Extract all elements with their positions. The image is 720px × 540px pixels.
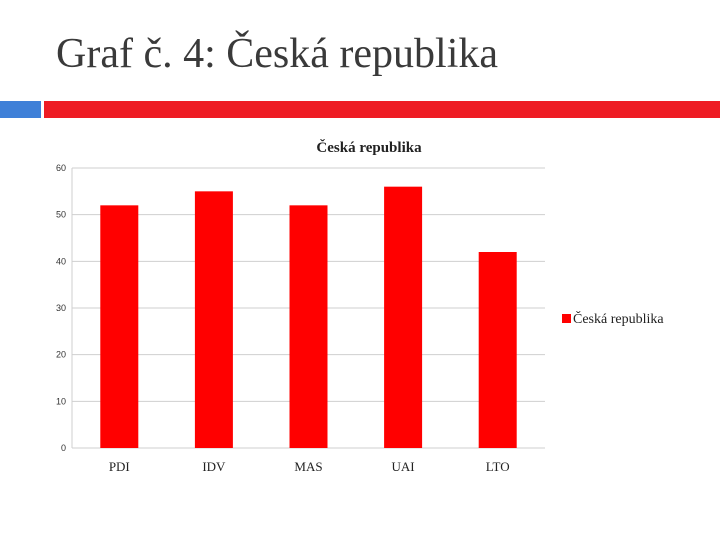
x-tick-label: IDV [202, 459, 226, 474]
accent-bar-red [44, 101, 720, 118]
slide-title: Graf č. 4: Česká republika [56, 31, 499, 77]
legend-label: Česká republika [573, 310, 664, 327]
y-tick-label: 20 [56, 350, 66, 360]
x-tick-label: UAI [392, 459, 415, 474]
x-tick-label: PDI [109, 459, 130, 474]
bar-mas [289, 205, 328, 448]
x-tick-label: MAS [294, 459, 322, 474]
y-tick-label: 60 [56, 163, 66, 173]
y-tick-label: 50 [56, 210, 66, 220]
y-tick-label: 10 [56, 396, 66, 406]
bar-pdi [100, 205, 139, 448]
bar-lto [478, 252, 517, 448]
bar-uai [384, 186, 423, 448]
chart-title: Česká republika [316, 139, 422, 156]
legend-swatch [562, 314, 571, 323]
y-tick-label: 0 [61, 443, 66, 453]
y-tick-label: 30 [56, 303, 66, 313]
y-tick-label: 40 [56, 256, 66, 266]
x-tick-label: LTO [486, 459, 510, 474]
accent-bar-blue [0, 101, 41, 118]
bar-idv [194, 191, 233, 449]
